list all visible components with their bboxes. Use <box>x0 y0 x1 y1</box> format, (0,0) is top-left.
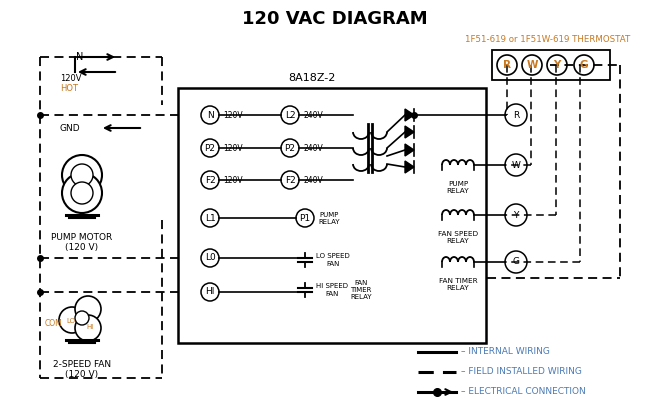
Text: HI SPEED
FAN: HI SPEED FAN <box>316 284 348 297</box>
Polygon shape <box>405 109 414 121</box>
Text: FAN TIMER
RELAY: FAN TIMER RELAY <box>439 278 477 291</box>
Text: L2: L2 <box>285 111 295 119</box>
Circle shape <box>75 315 101 341</box>
Text: 120V: 120V <box>223 111 243 119</box>
Text: 2-SPEED FAN
(120 V): 2-SPEED FAN (120 V) <box>53 360 111 379</box>
Text: L1: L1 <box>204 214 215 222</box>
Text: 1F51-619 or 1F51W-619 THERMOSTAT: 1F51-619 or 1F51W-619 THERMOSTAT <box>466 35 630 44</box>
Text: G: G <box>513 258 519 266</box>
Circle shape <box>201 139 219 157</box>
Circle shape <box>71 164 93 186</box>
Text: LO SPEED
FAN: LO SPEED FAN <box>316 253 350 266</box>
Text: HOT: HOT <box>60 83 78 93</box>
Text: – FIELD INSTALLED WIRING: – FIELD INSTALLED WIRING <box>461 367 582 377</box>
Polygon shape <box>405 126 414 138</box>
Text: PUMP
RELAY: PUMP RELAY <box>318 212 340 225</box>
Text: – ELECTRICAL CONNECTION: – ELECTRICAL CONNECTION <box>461 388 586 396</box>
Text: HI: HI <box>205 287 214 297</box>
Text: L0: L0 <box>204 253 215 262</box>
Text: G: G <box>580 60 588 70</box>
Text: GND: GND <box>60 124 80 132</box>
Text: 120V: 120V <box>223 176 243 184</box>
Text: 240V: 240V <box>303 176 323 184</box>
Text: 120V: 120V <box>223 143 243 153</box>
Circle shape <box>505 251 527 273</box>
Polygon shape <box>405 161 414 173</box>
Circle shape <box>62 173 102 213</box>
Circle shape <box>201 171 219 189</box>
Text: R: R <box>513 111 519 119</box>
Text: 240V: 240V <box>303 111 323 119</box>
Circle shape <box>71 182 93 204</box>
Circle shape <box>201 106 219 124</box>
Circle shape <box>281 106 299 124</box>
Text: PUMP MOTOR
(120 V): PUMP MOTOR (120 V) <box>52 233 113 252</box>
Text: R: R <box>503 60 511 70</box>
Circle shape <box>75 296 101 322</box>
Text: P2: P2 <box>285 143 295 153</box>
Circle shape <box>59 307 85 333</box>
Text: 240V: 240V <box>303 143 323 153</box>
Text: 120V: 120V <box>60 73 82 83</box>
Text: – INTERNAL WIRING: – INTERNAL WIRING <box>461 347 550 357</box>
Circle shape <box>281 139 299 157</box>
Bar <box>492 50 610 80</box>
Text: PUMP
RELAY: PUMP RELAY <box>447 181 469 194</box>
Text: 8A18Z-2: 8A18Z-2 <box>288 73 336 83</box>
Circle shape <box>201 283 219 301</box>
Text: P1: P1 <box>299 214 311 222</box>
Circle shape <box>547 55 567 75</box>
Polygon shape <box>405 144 414 156</box>
Text: W: W <box>526 60 538 70</box>
Bar <box>178 88 486 343</box>
Text: HI: HI <box>86 324 94 330</box>
Text: W: W <box>512 160 521 170</box>
Text: N: N <box>76 52 83 62</box>
Circle shape <box>62 155 102 195</box>
Text: F2: F2 <box>204 176 215 184</box>
Text: LO: LO <box>66 318 76 324</box>
Text: COM: COM <box>44 320 62 328</box>
Text: FAN
TIMER
RELAY: FAN TIMER RELAY <box>350 280 372 300</box>
Circle shape <box>574 55 594 75</box>
Circle shape <box>497 55 517 75</box>
Circle shape <box>505 154 527 176</box>
Text: P2: P2 <box>204 143 216 153</box>
Circle shape <box>505 204 527 226</box>
Text: F2: F2 <box>285 176 295 184</box>
Text: Y: Y <box>513 210 519 220</box>
Circle shape <box>201 209 219 227</box>
Text: FAN SPEED
RELAY: FAN SPEED RELAY <box>438 231 478 244</box>
Circle shape <box>505 104 527 126</box>
Circle shape <box>296 209 314 227</box>
Text: N: N <box>206 111 213 119</box>
Circle shape <box>75 311 89 325</box>
Circle shape <box>201 249 219 267</box>
Text: 120 VAC DIAGRAM: 120 VAC DIAGRAM <box>242 10 428 28</box>
Circle shape <box>522 55 542 75</box>
Text: Y: Y <box>553 60 561 70</box>
Circle shape <box>281 171 299 189</box>
